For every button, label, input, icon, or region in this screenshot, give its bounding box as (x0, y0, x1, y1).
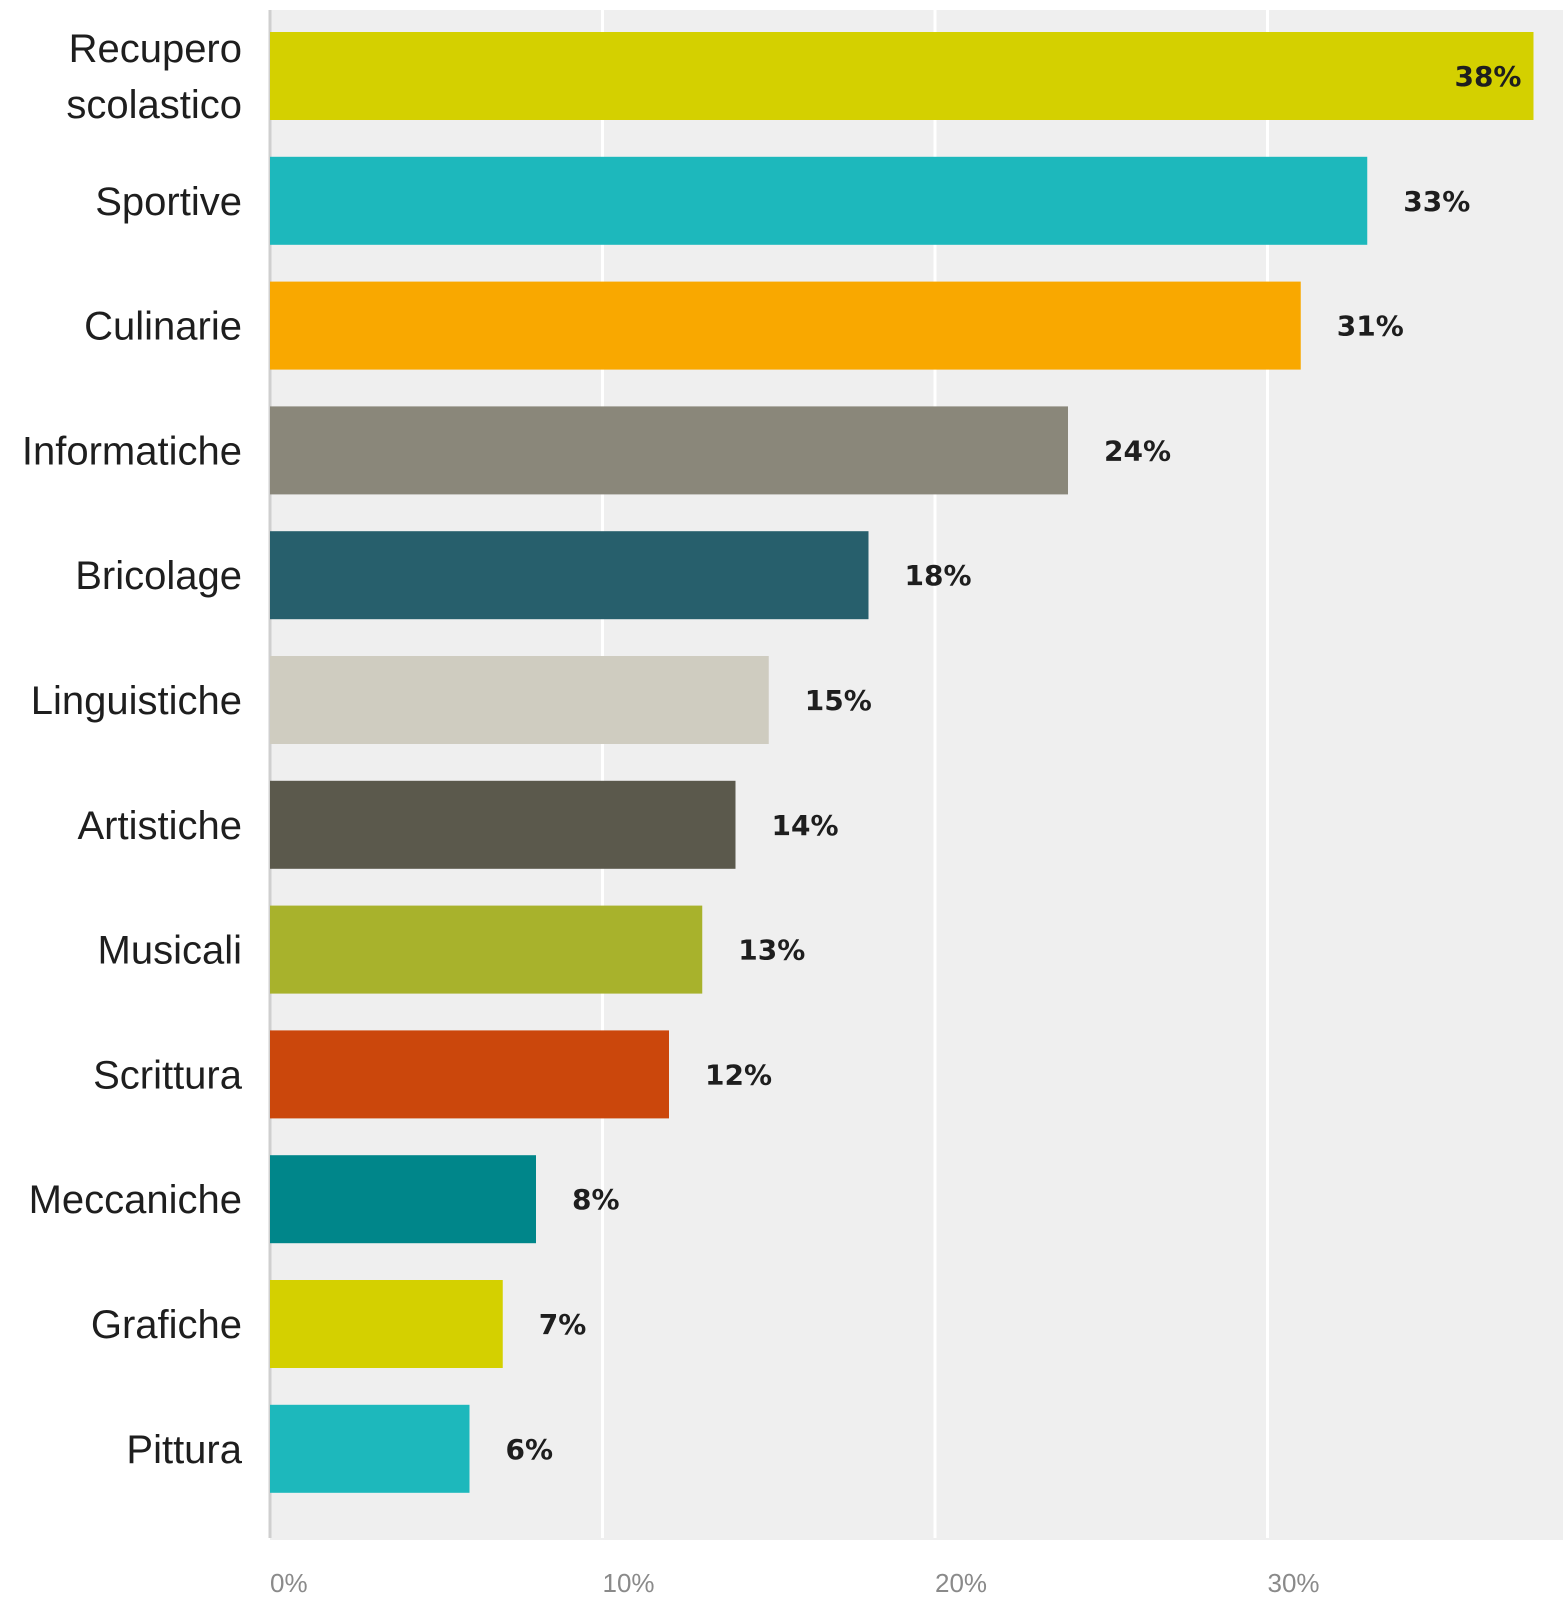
bar (270, 1155, 536, 1244)
category-label: Informatiche (22, 429, 242, 473)
value-label: 12% (705, 1058, 772, 1091)
bar (270, 406, 1068, 495)
value-label: 33% (1403, 185, 1470, 218)
category-label: Sportive (95, 180, 242, 224)
value-label: 18% (905, 559, 972, 592)
bar (270, 281, 1301, 370)
value-label: 7% (539, 1308, 587, 1341)
value-labels: 38% 33% 31% 24% 18% 15% 14% 13% 12% 8% 7% 6% (506, 60, 1522, 1466)
value-label: 15% (805, 684, 872, 717)
value-label: 24% (1104, 434, 1171, 467)
x-tick-label: 10% (603, 1568, 655, 1598)
value-label: 6% (506, 1433, 554, 1466)
category-label: Bricolage (75, 554, 242, 598)
value-label: 13% (738, 934, 805, 967)
value-label: 31% (1337, 310, 1404, 343)
bar (270, 905, 703, 994)
x-tick-label: 30% (1268, 1568, 1320, 1598)
x-tick-label: 20% (935, 1568, 987, 1598)
bar (270, 1280, 503, 1368)
bars (270, 32, 1534, 1493)
category-label: Culinarie (84, 305, 242, 349)
value-label: 38% (1454, 60, 1521, 93)
bar (270, 531, 869, 620)
category-label: Meccaniche (29, 1178, 242, 1222)
category-label: Scrittura (93, 1053, 243, 1097)
category-label: Linguistiche (31, 679, 242, 723)
bar (270, 1404, 470, 1493)
value-label: 14% (772, 809, 839, 842)
category-label: Musicali (98, 929, 242, 973)
bar (270, 156, 1368, 245)
bar (270, 32, 1534, 120)
category-label: Grafiche (91, 1303, 242, 1347)
x-axis-ticks: 0% 10% 20% 30% (270, 1568, 1320, 1598)
gridlines (601, 10, 1269, 1538)
category-label: Pittura (126, 1428, 242, 1472)
x-tick-label: 0% (270, 1568, 308, 1598)
bar (270, 780, 736, 869)
category-label: scolastico (66, 83, 242, 127)
value-label: 8% (572, 1183, 620, 1216)
category-labels: Recupero scolastico Sportive Culinarie Infor… (22, 27, 243, 1472)
category-label: Artistiche (78, 804, 243, 848)
category-label: Recupero (69, 27, 242, 71)
bar (270, 656, 769, 744)
bar (270, 1030, 669, 1119)
